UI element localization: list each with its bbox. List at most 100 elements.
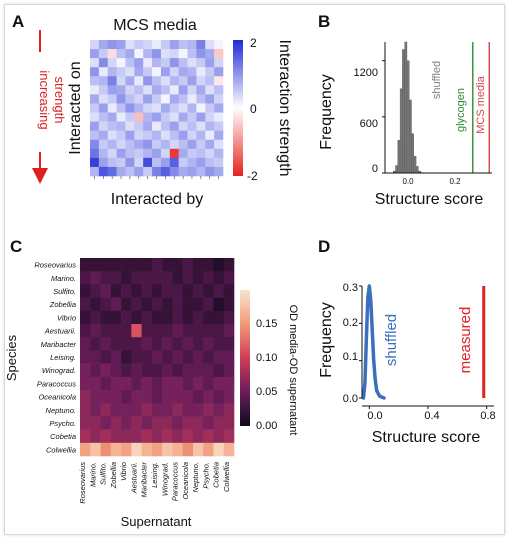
panel-a-cell — [116, 67, 126, 77]
panel-c-cell — [162, 363, 173, 378]
panel-a-cell — [152, 76, 162, 86]
panel-a-cell — [107, 40, 117, 50]
panel-c-cell — [100, 337, 112, 351]
panel-a-cell — [196, 112, 206, 122]
panel-c-cell — [182, 324, 194, 338]
panel-a-cell — [98, 85, 109, 95]
panel-c-colorbar-label: OD media-OD supernatant — [287, 305, 299, 436]
panel-a-cell — [214, 130, 224, 141]
panel-c-cell — [223, 416, 235, 430]
panel-c-species-label: Neptuno. — [46, 406, 76, 415]
panel-c-letter: C — [10, 237, 22, 256]
panel-d-xtick-08: 0.8 — [480, 410, 495, 422]
panel-c-cell — [100, 442, 112, 457]
panel-a-cell — [214, 157, 224, 168]
panel-a-cell — [196, 139, 206, 150]
panel-c-cell — [172, 363, 183, 378]
panel-c-cell — [131, 416, 142, 430]
panel-c-species-label: Zobellia — [49, 300, 76, 309]
panel-c-cell — [223, 390, 235, 404]
panel-a-title: MCS media — [113, 17, 197, 34]
panel-c-cell — [172, 376, 183, 391]
panel-a-colorbar-label: Interaction strength — [276, 40, 293, 177]
panel-a-cell — [196, 40, 206, 50]
panel-c-cell — [90, 350, 101, 364]
panel-c-cell — [162, 403, 173, 417]
panel-a-cell — [107, 139, 117, 150]
panel-c-cell — [223, 258, 235, 272]
panel-c-cell — [151, 416, 163, 430]
panel-a: A MCS media Interacted on Interacted by … — [12, 12, 293, 208]
panel-c-cell — [213, 310, 225, 325]
panel-a-cell — [98, 166, 109, 177]
panel-c-cell — [100, 350, 112, 364]
panel-a-cell — [196, 148, 206, 159]
panel-c-cell — [141, 297, 153, 312]
panel-a-cell — [116, 40, 126, 50]
panel-b-hist-bar — [411, 133, 415, 174]
panel-a-cell — [125, 94, 135, 104]
panel-a-cell — [205, 157, 215, 168]
panel-d-shuffled-label: shuffled — [383, 314, 400, 366]
panel-d-ytick-03: 0.3 — [343, 282, 358, 294]
panel-c-species-label: Sulfito. — [53, 287, 76, 296]
panel-c-cell — [213, 403, 225, 417]
panel-c-cell — [90, 442, 101, 457]
panel-c-cell — [182, 258, 194, 272]
panel-a-cell — [125, 130, 135, 141]
panel-c-cell — [162, 442, 173, 457]
panel-c-cell — [182, 271, 194, 285]
panel-a-cell — [205, 166, 215, 177]
panel-c-cell — [80, 258, 91, 272]
panel-a-cell — [169, 139, 179, 150]
increasing-strength-arrow: increasing strength — [32, 30, 67, 184]
panel-a-ylabel: Interacted on — [67, 61, 84, 154]
panel-c-cell — [223, 429, 235, 444]
panel-c-species-label: Cobetia — [50, 432, 76, 441]
panel-c-cell — [80, 403, 91, 417]
panel-a-cell — [98, 148, 109, 159]
panel-c-supernatant-label: Paracoccus — [171, 462, 180, 501]
panel-c-cell — [100, 324, 112, 338]
panel-c-cell — [223, 376, 235, 391]
panel-c-cell — [90, 429, 101, 444]
panel-a-cell — [90, 85, 100, 95]
panel-a-cell — [160, 94, 171, 104]
panel-c-supernatant-label: Zobellia — [109, 462, 118, 489]
panel-a-cell — [116, 112, 126, 122]
panel-c-cell — [192, 416, 204, 430]
panel-a-cell — [98, 40, 109, 50]
panel-a-cell — [107, 148, 117, 159]
panel-a-cell — [116, 121, 126, 131]
panel-a-cell — [214, 112, 224, 122]
panel-a-cell — [214, 94, 224, 104]
panel-a-cell — [152, 166, 162, 177]
panel-c-cell — [223, 403, 235, 417]
panel-c-supernatant-label: Sulfito. — [99, 462, 108, 485]
panel-a-cell — [187, 76, 197, 86]
panel-c-cell — [151, 390, 163, 404]
panel-b-mcs-label: MCS media — [475, 75, 487, 133]
panel-c-cell — [151, 284, 163, 298]
panel-c-cell — [121, 258, 132, 272]
panel-c-cell — [141, 271, 153, 285]
panel-a-cell — [178, 148, 188, 159]
panel-c-cell — [213, 390, 225, 404]
panel-a-cell — [169, 103, 179, 113]
panel-c-cell — [80, 390, 91, 404]
panel-c-species-label: Maribacter — [41, 340, 77, 349]
panel-a-cell — [169, 67, 179, 77]
panel-c-cell — [131, 258, 142, 272]
panel-c-cell — [182, 337, 194, 351]
panel-a-cell — [143, 58, 153, 68]
panel-c-cell — [141, 310, 153, 325]
panel-a-cell — [98, 49, 109, 59]
panel-c-cell — [162, 376, 173, 391]
panel-a-cell — [187, 157, 197, 168]
panel-a-cell — [205, 49, 215, 59]
panel-a-cell — [116, 139, 126, 150]
panel-a-cell — [187, 139, 197, 150]
panel-c-cell — [151, 271, 163, 285]
panel-d: D Frequency Structure score 0.3 0.2 0.1 … — [318, 237, 496, 446]
panel-a-cell — [90, 157, 100, 168]
